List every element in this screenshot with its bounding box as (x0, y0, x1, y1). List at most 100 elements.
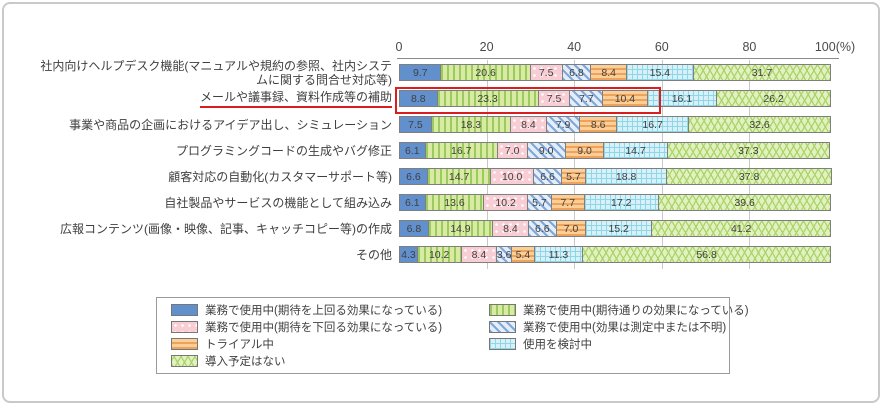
segment-value: 6.6 (540, 170, 555, 183)
segment-value: 6.8 (406, 222, 422, 235)
bar-segment-green-vstripe: 14.7 (426, 168, 492, 185)
bar-segment-pink-dot: 7.0 (496, 142, 528, 159)
segment-value: 7.5 (408, 118, 423, 131)
segment-value: 7.5 (546, 92, 562, 105)
legend-swatch-cyan-grid (489, 338, 516, 350)
bar-segment-solid-blue: 7.5 (399, 116, 432, 133)
bar-segment-solid-blue: 6.8 (399, 220, 429, 237)
bar-segment-orange-hstripe: 8.6 (579, 116, 618, 133)
stacked-bar: 7.5 18.3 8.4 7.9 8.6 16.7 32.6 (399, 116, 837, 133)
segment-value: 6.6 (406, 170, 421, 183)
bar-segment-green-vstripe: 14.9 (427, 220, 494, 237)
segment-value: 18.8 (615, 170, 637, 183)
x-axis-tick: 60 (654, 40, 669, 54)
bar-segment-green-wave: 37.3 (666, 142, 831, 159)
bar-segment-green-wave: 26.2 (716, 90, 831, 107)
segment-value: 8.4 (521, 118, 536, 131)
bar-segment-green-wave: 31.7 (692, 64, 832, 81)
bar-segment-blue-diag: 6.8 (561, 64, 592, 81)
bar-segment-cyan-grid: 15.4 (626, 64, 694, 81)
bar-segment-green-vstripe: 10.2 (416, 246, 462, 263)
stacked-bar: 8.8 23.3 7.5 7.7 10.4 16.1 26.2 (399, 90, 837, 107)
category-label: 広報コンテンツ(画像・映像、記事、キャッチコピー等)の作成 (32, 216, 392, 242)
segment-value: 3.6 (496, 248, 512, 261)
legend-item: トライアル中 (171, 336, 489, 353)
segment-value: 15.2 (608, 222, 629, 235)
category-label-text: メールや議事録、資料作成等の補助 (199, 90, 392, 108)
bar-segment-pink-dot: 10.0 (490, 168, 535, 185)
segment-value: 7.0 (563, 222, 579, 235)
segment-value: 8.4 (601, 66, 617, 79)
gridline (574, 60, 576, 269)
category-label-text: 広報コンテンツ(画像・映像、記事、キャッチコピー等)の作成 (60, 221, 392, 236)
segment-value: 8.4 (503, 222, 518, 235)
bar-segment-green-vstripe: 13.6 (424, 194, 485, 211)
bar-segment-solid-blue: 6.1 (399, 194, 426, 211)
bar-segment-cyan-grid: 18.8 (584, 168, 668, 185)
bar-segment-orange-hstripe: 5.7 (560, 168, 586, 185)
category-label: メールや議事録、資料作成等の補助 (32, 86, 392, 112)
bar-segment-orange-hstripe: 8.4 (590, 64, 628, 81)
segment-value: 7.5 (538, 66, 554, 79)
segment-value: 23.3 (477, 92, 498, 105)
stacked-bar: 6.6 14.7 10.0 6.6 5.7 18.8 37.8 (399, 168, 837, 185)
x-axis: 0 20 40 60 80 100(%) (396, 40, 856, 56)
segment-value: 6.6 (534, 222, 550, 235)
category-label: 社内向けヘルプデスク機能(マニュアルや規約の参照、社内システムに関する問合せ対応… (32, 59, 392, 88)
segment-value: 17.2 (611, 196, 632, 209)
legend-swatch-pink-dot (171, 321, 198, 333)
segment-value: 41.2 (730, 222, 752, 235)
legend-item: 業務で使用中(期待を下回る効果になっている) (171, 319, 489, 336)
x-axis-tick: 20 (479, 40, 494, 54)
plot-area: 9.7 20.6 7.5 6.8 8.4 15.4 31.7 8.8 23.3 7.5 7.7 10.… (395, 60, 837, 270)
gridline (486, 60, 488, 269)
bar-segment-cyan-grid: 16.1 (646, 90, 718, 107)
bar-segment-green-wave: 56.8 (582, 246, 831, 263)
legend-item: 業務で使用中(期待通りの効果になっている) (489, 302, 749, 319)
bar-segment-pink-dot: 7.5 (529, 64, 563, 81)
bar-segment-blue-diag: 7.9 (545, 116, 581, 133)
bar-segment-blue-diag: 6.6 (533, 168, 562, 185)
bar-segment-pink-dot: 7.5 (537, 90, 571, 107)
bar-segment-pink-dot: 8.4 (509, 116, 547, 133)
segment-value: 8.6 (590, 118, 606, 131)
bar-segment-solid-blue: 6.1 (399, 142, 426, 159)
legend-swatch-orange-hstripe (171, 338, 198, 350)
category-label: プログラミングコードの生成やバグ修正 (32, 138, 392, 164)
segment-value: 14.7 (448, 170, 470, 183)
segment-value: 9.7 (412, 66, 428, 79)
segment-value: 7.7 (560, 196, 576, 209)
segment-value: 10.2 (495, 196, 516, 209)
segment-value: 10.2 (428, 248, 450, 261)
legend-label: 業務で使用中(期待を上回る効果になっている) (205, 305, 443, 317)
segment-value: 18.3 (460, 118, 482, 131)
category-label: 事業や商品の企画におけるアイデア出し、シミュレーション (32, 112, 392, 138)
legend-label: 業務で使用中(効果は測定中または不明) (523, 322, 727, 334)
stacked-bar: 4.3 10.2 8.4 3.6 5.4 11.3 56.8 (399, 246, 837, 263)
bar-segment-pink-dot: 8.4 (492, 220, 529, 237)
bar-segment-solid-blue: 6.6 (399, 168, 428, 185)
category-label: その他 (32, 242, 392, 268)
bar-segment-green-vstripe: 20.6 (440, 64, 531, 81)
segment-value: 56.8 (696, 248, 717, 261)
segment-value: 5.7 (532, 196, 547, 209)
bar-segment-orange-hstripe: 9.0 (564, 142, 605, 159)
bar-segment-orange-hstripe: 10.4 (602, 90, 648, 107)
bar-segment-green-wave: 32.6 (688, 116, 831, 133)
bar-segment-blue-diag: 7.7 (569, 90, 604, 107)
segment-value: 4.3 (401, 248, 416, 261)
segment-value: 7.0 (504, 144, 520, 157)
legend-item: 業務で使用中(期待を上回る効果になっている) (171, 302, 489, 319)
segment-value: 7.7 (578, 92, 594, 105)
gridline (661, 60, 663, 269)
legend-label: 業務で使用中(期待を下回る効果になっている) (205, 322, 443, 334)
segment-value: 11.3 (548, 248, 569, 261)
segment-value: 37.8 (738, 170, 760, 183)
category-label: 自社製品やサービスの機能として組み込み (32, 190, 392, 216)
segment-value: 9.0 (577, 144, 592, 157)
stacked-bar: 6.8 14.9 8.4 6.6 7.0 15.2 41.2 (399, 220, 837, 237)
bar-segment-green-wave: 41.2 (650, 220, 832, 237)
bar-segment-green-vstripe: 18.3 (430, 116, 511, 133)
legend: 業務で使用中(期待を上回る効果になっている) 業務で使用中(期待通りの効果になって… (156, 297, 749, 374)
